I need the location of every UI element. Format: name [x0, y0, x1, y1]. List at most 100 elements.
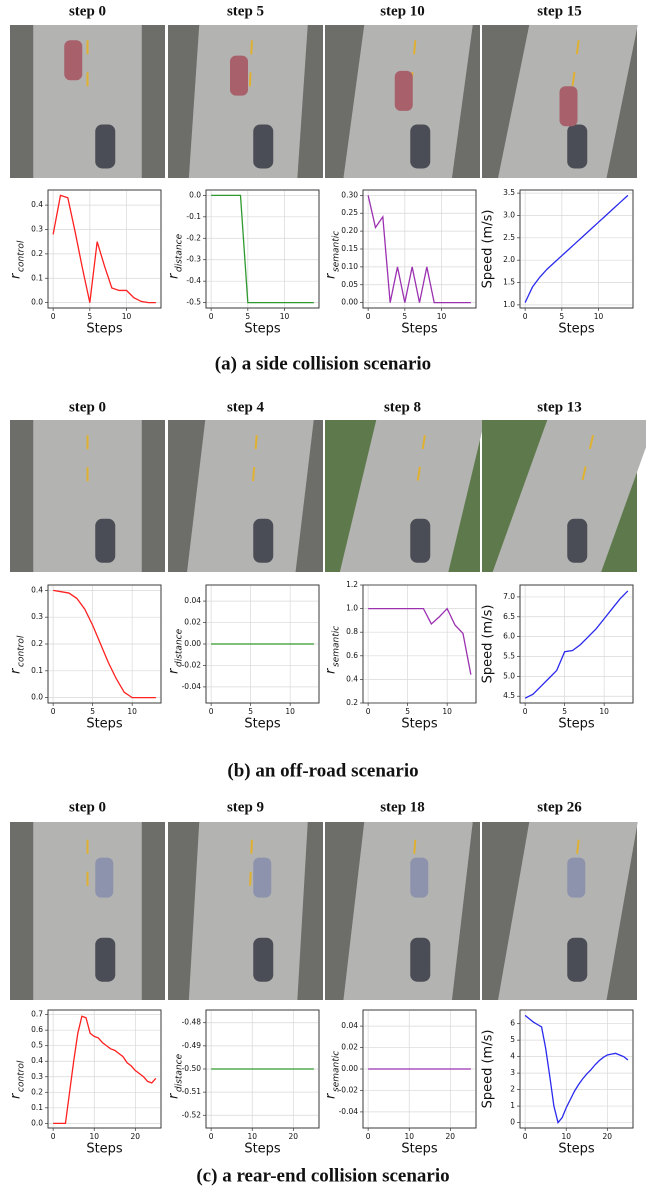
y-tick-label: 0.4 [31, 585, 43, 594]
y-axis-label-main: Speed (m/s) [481, 1030, 496, 1109]
x-tick-label: 0 [366, 707, 371, 716]
x-tick-label: 0 [209, 312, 214, 321]
scene-image [168, 420, 323, 572]
y-tick-label: 2.0 [503, 255, 515, 264]
plot-frame [362, 189, 477, 309]
y-axis-label-main: r [167, 272, 182, 279]
x-axis-label: Steps [244, 717, 281, 732]
y-tick-label: 1.2 [346, 580, 358, 589]
data-line [211, 194, 314, 304]
y-tick-label: 0.3 [31, 224, 43, 233]
step-label: step 15 [537, 3, 582, 19]
ego-car [253, 124, 274, 169]
x-axis-label: Steps [401, 717, 438, 732]
step-label: step 0 [69, 399, 106, 415]
x-tick-label: 0 [366, 312, 371, 321]
y-axis-label-main: r [9, 1092, 24, 1099]
x-tick-label: 10 [599, 707, 609, 716]
y-axis-label-main: r [9, 667, 24, 674]
ego-car [95, 124, 116, 169]
plot-area [519, 1009, 634, 1129]
x-axis-label: Steps [558, 1142, 595, 1157]
y-tick-label: 0.1 [31, 273, 43, 282]
x-tick-label: 10 [89, 1132, 99, 1141]
x-axis-label: Steps [401, 1142, 438, 1157]
x-axis-label: Steps [86, 322, 123, 337]
x-tick-label: 10 [247, 1132, 257, 1141]
lane-mark [415, 435, 426, 489]
scene-image [325, 420, 485, 572]
other-car [95, 857, 114, 898]
y-tick-label: -0.4 [186, 276, 201, 285]
y-tick-label: 0.2 [31, 249, 43, 258]
y-tick-label: 0.02 [341, 1043, 358, 1052]
other-car [567, 857, 586, 898]
y-tick-label: 7.0 [503, 592, 515, 601]
scene-image [325, 25, 480, 178]
step-label: step 0 [69, 799, 106, 815]
x-tick-label: 10 [280, 312, 290, 321]
x-tick-label: 0 [51, 707, 56, 716]
panel-caption: (c) a rear-end collision scenario [196, 1165, 449, 1186]
y-axis-label-sub: semantic [332, 1051, 342, 1092]
y-tick-label: 0.4 [31, 1056, 43, 1065]
lane-mark [570, 40, 580, 94]
y-tick-label: 0.4 [31, 200, 43, 209]
x-axis-label: Steps [86, 717, 123, 732]
y-tick-label: -0.1 [186, 212, 201, 221]
y-tick-label: -0.49 [182, 1041, 202, 1050]
step-label: step 9 [227, 799, 264, 815]
y-axis-label-sub: distance [175, 1053, 185, 1092]
x-tick-label: 0 [523, 1132, 528, 1141]
x-tick-label: 5 [87, 312, 92, 321]
y-axis-label-sub: semantic [332, 231, 342, 272]
x-tick-label: 20 [446, 1132, 456, 1141]
road [188, 822, 308, 1000]
y-tick-label: 0.02 [184, 618, 201, 627]
y-tick-label: 0.15 [341, 244, 358, 253]
scene-image [10, 420, 165, 572]
y-tick-label: 0.04 [341, 1021, 358, 1030]
y-tick-label: 5.5 [503, 652, 515, 661]
data-line [524, 194, 629, 303]
y-tick-label: 3 [510, 1068, 515, 1077]
y-tick-label: 0.6 [31, 1025, 43, 1034]
x-tick-label: 20 [131, 1132, 141, 1141]
plot-frame [205, 1009, 320, 1129]
ego-car [253, 937, 274, 982]
data-line [368, 607, 472, 675]
y-tick-label: 0 [510, 1118, 515, 1127]
y-tick-label: 4.5 [503, 691, 515, 700]
ego-car [95, 937, 116, 982]
ego-car [95, 518, 116, 563]
y-axis-label: Speed (m/s) [481, 210, 496, 289]
lane-mark [409, 839, 417, 903]
y-tick-label: 3.0 [503, 210, 515, 219]
y-tick-label: -0.02 [182, 660, 202, 669]
y-tick-label: 0.04 [184, 596, 201, 605]
data-line [524, 590, 629, 699]
x-axis-label: Steps [244, 1142, 281, 1157]
y-tick-label: 0.4 [346, 674, 358, 683]
y-tick-label: 0.5 [31, 1041, 43, 1050]
y-tick-label: 1.0 [503, 300, 515, 309]
y-tick-label: 0.3 [31, 612, 43, 621]
scene-image [482, 822, 638, 1000]
y-tick-label: 0.0 [189, 190, 201, 199]
x-tick-label: 0 [51, 1132, 56, 1141]
y-tick-label: 0.0 [31, 298, 43, 307]
road [188, 25, 308, 178]
ego-car [567, 518, 588, 563]
y-tick-label: 0.8 [346, 627, 358, 636]
y-tick-label: -0.04 [339, 1107, 359, 1116]
y-tick-label: 2 [510, 1085, 515, 1094]
y-tick-label: -0.50 [182, 1064, 202, 1073]
step-label: step 26 [537, 799, 582, 815]
x-tick-label: 10 [594, 312, 604, 321]
y-tick-label: 0.0 [31, 693, 43, 702]
